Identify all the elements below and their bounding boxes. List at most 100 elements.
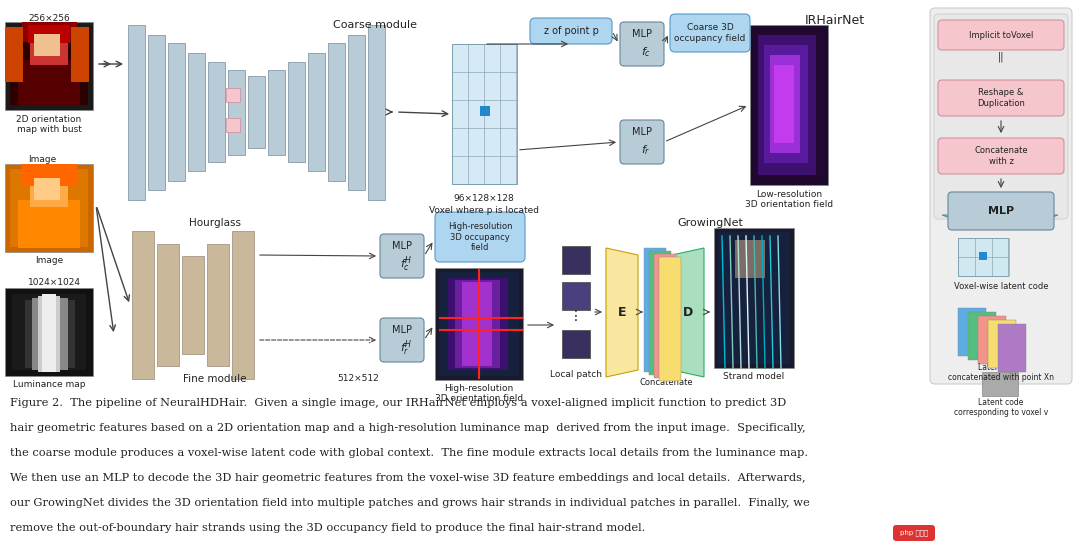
Text: Local patch: Local patch xyxy=(550,370,602,379)
Bar xyxy=(718,232,789,364)
Bar xyxy=(30,30,68,65)
Text: the coarse module produces a voxel-wise latent code with global context.  The fi: the coarse module produces a voxel-wise … xyxy=(10,448,808,458)
Text: High-resolution
3D orientation field: High-resolution 3D orientation field xyxy=(435,384,523,403)
Bar xyxy=(968,312,996,360)
Text: D: D xyxy=(683,305,693,319)
Text: Luminance map: Luminance map xyxy=(13,380,85,389)
Bar xyxy=(5,164,93,252)
Bar xyxy=(5,22,93,110)
Text: IRHairNet: IRHairNet xyxy=(805,14,865,27)
Bar xyxy=(562,330,590,358)
Bar xyxy=(754,29,824,181)
Bar xyxy=(5,288,93,376)
Text: 1024×1024: 1024×1024 xyxy=(28,278,81,287)
Bar xyxy=(25,300,75,368)
Bar xyxy=(18,200,80,248)
Bar xyxy=(22,164,77,186)
Text: 512×512: 512×512 xyxy=(337,374,379,383)
FancyBboxPatch shape xyxy=(380,234,424,278)
Bar xyxy=(453,44,517,184)
Bar xyxy=(10,27,87,105)
Text: Figure 2.  The pipeline of NeuralHDHair.  Given a single image, our IRHairNet em: Figure 2. The pipeline of NeuralHDHair. … xyxy=(10,398,786,408)
FancyBboxPatch shape xyxy=(939,80,1064,116)
Bar xyxy=(42,294,56,372)
Bar xyxy=(30,172,68,207)
FancyBboxPatch shape xyxy=(893,525,935,541)
Bar xyxy=(33,178,60,200)
Bar xyxy=(38,296,60,372)
Bar xyxy=(348,34,365,189)
Bar xyxy=(958,308,986,356)
Text: $f_r$: $f_r$ xyxy=(642,143,651,157)
Bar xyxy=(774,65,794,143)
Text: MLP: MLP xyxy=(632,127,652,137)
Bar xyxy=(232,231,254,379)
Bar xyxy=(248,76,265,148)
Bar xyxy=(28,25,70,43)
Bar xyxy=(998,324,1026,372)
Bar xyxy=(562,282,590,310)
Bar xyxy=(654,254,676,378)
Text: MLP: MLP xyxy=(392,241,411,251)
FancyBboxPatch shape xyxy=(939,20,1064,50)
Bar xyxy=(978,316,1005,364)
FancyBboxPatch shape xyxy=(670,14,750,52)
Bar xyxy=(649,251,671,375)
Bar xyxy=(735,240,765,278)
Text: Reshape &
Duplication: Reshape & Duplication xyxy=(977,88,1025,107)
FancyBboxPatch shape xyxy=(118,14,788,206)
Text: MLP: MLP xyxy=(988,206,1014,216)
Text: php 中文网: php 中文网 xyxy=(900,530,928,536)
Text: Coarse 3D
occupancy field: Coarse 3D occupancy field xyxy=(674,23,745,43)
Bar xyxy=(644,248,666,372)
Text: Coarse module: Coarse module xyxy=(333,20,417,30)
Text: MLP: MLP xyxy=(632,29,652,39)
Text: MLP: MLP xyxy=(392,325,411,335)
Text: Voxel-wise latent code: Voxel-wise latent code xyxy=(954,282,1049,291)
Text: Latent code
corresponding to voxel v: Latent code corresponding to voxel v xyxy=(954,398,1048,417)
Text: $f_c$: $f_c$ xyxy=(640,45,651,59)
Text: GrowingNet: GrowingNet xyxy=(677,218,743,228)
Text: Strand model: Strand model xyxy=(724,372,785,381)
Bar xyxy=(328,43,345,181)
Text: 2D orientation
map with bust: 2D orientation map with bust xyxy=(16,115,82,135)
Bar xyxy=(455,280,500,368)
Text: Low-resolution
3D orientation field: Low-resolution 3D orientation field xyxy=(745,190,833,209)
Text: 96×128×128: 96×128×128 xyxy=(454,194,514,203)
Bar xyxy=(157,244,179,366)
Bar xyxy=(758,35,816,175)
Bar xyxy=(288,62,305,162)
Bar xyxy=(188,53,205,171)
Text: Implicit toVoxel: Implicit toVoxel xyxy=(969,30,1034,39)
Bar xyxy=(659,257,681,381)
Bar xyxy=(982,372,1018,396)
Bar xyxy=(33,34,60,56)
FancyBboxPatch shape xyxy=(934,14,1068,219)
FancyBboxPatch shape xyxy=(948,192,1054,230)
FancyBboxPatch shape xyxy=(530,18,612,44)
Text: $f_c^H$: $f_c^H$ xyxy=(400,254,413,274)
Bar xyxy=(168,43,185,181)
FancyBboxPatch shape xyxy=(939,138,1064,174)
Bar xyxy=(308,53,325,171)
Bar xyxy=(183,256,204,354)
Bar xyxy=(228,69,245,155)
Text: Image: Image xyxy=(35,256,63,265)
Polygon shape xyxy=(606,248,638,377)
Bar xyxy=(764,45,808,163)
Bar xyxy=(132,231,154,379)
Bar xyxy=(480,106,490,116)
Text: E: E xyxy=(618,305,626,319)
Text: z of point p: z of point p xyxy=(543,26,598,36)
Bar xyxy=(268,69,285,155)
Bar xyxy=(71,27,89,82)
Text: Concatenate: Concatenate xyxy=(639,378,692,387)
Text: $f_r^H$: $f_r^H$ xyxy=(400,338,413,358)
Bar xyxy=(22,22,77,42)
Bar xyxy=(208,62,225,162)
Text: our GrowingNet divides the 3D orientation field into multiple patches and grows : our GrowingNet divides the 3D orientatio… xyxy=(10,498,810,508)
FancyBboxPatch shape xyxy=(435,212,525,262)
Bar xyxy=(5,27,23,82)
FancyBboxPatch shape xyxy=(558,212,858,382)
Bar xyxy=(435,268,523,380)
